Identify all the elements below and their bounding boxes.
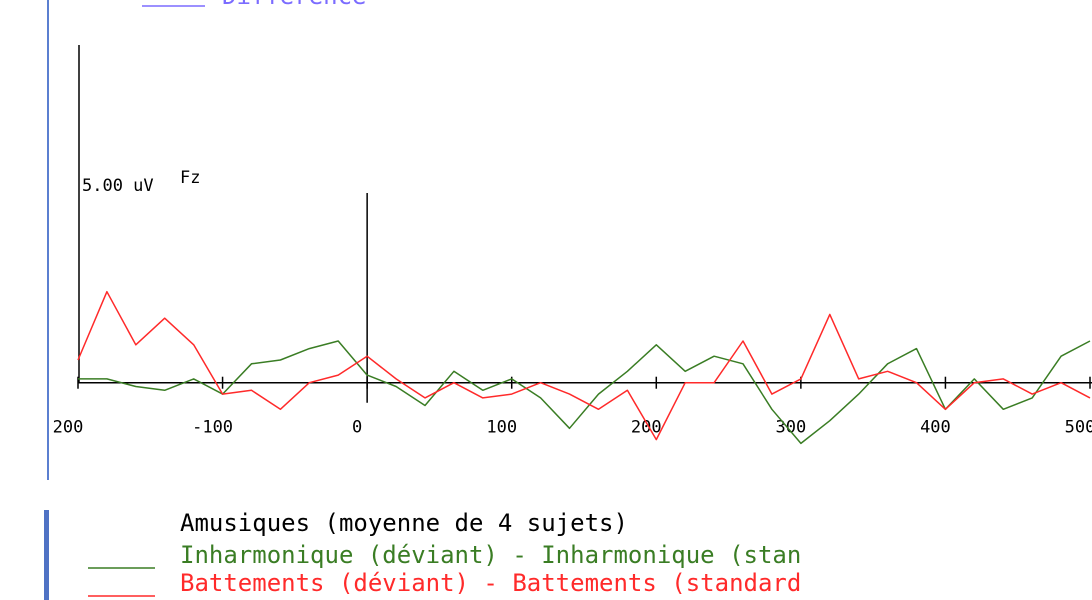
x-tick-label: 0 bbox=[352, 418, 362, 438]
legend-label: Difference bbox=[222, 0, 367, 10]
series-line bbox=[78, 340, 1091, 445]
subtitle: Amusiques (moyenne de 4 sujets) bbox=[180, 509, 628, 537]
x-tick-label: 300 bbox=[775, 418, 806, 438]
channel-label: Fz bbox=[180, 168, 200, 188]
legend-label: Inharmonique (déviant) - Inharmonique (s… bbox=[180, 541, 801, 569]
series-line bbox=[77, 290, 1091, 441]
legend-label: Battements (déviant) - Battements (stand… bbox=[180, 569, 801, 597]
x-tick-label: 400 bbox=[920, 418, 951, 438]
x-tick-label: 500 bbox=[1065, 418, 1092, 438]
x-tick-label: -100 bbox=[192, 418, 233, 438]
frame-edge bbox=[47, 0, 49, 480]
x-tick-label: 200 bbox=[631, 418, 662, 438]
x-tick-label: 100 bbox=[486, 418, 517, 438]
x-tick-label: 200 bbox=[53, 418, 84, 438]
scale-label: 5.00 uV bbox=[82, 176, 154, 196]
frame-edge bbox=[44, 510, 49, 600]
